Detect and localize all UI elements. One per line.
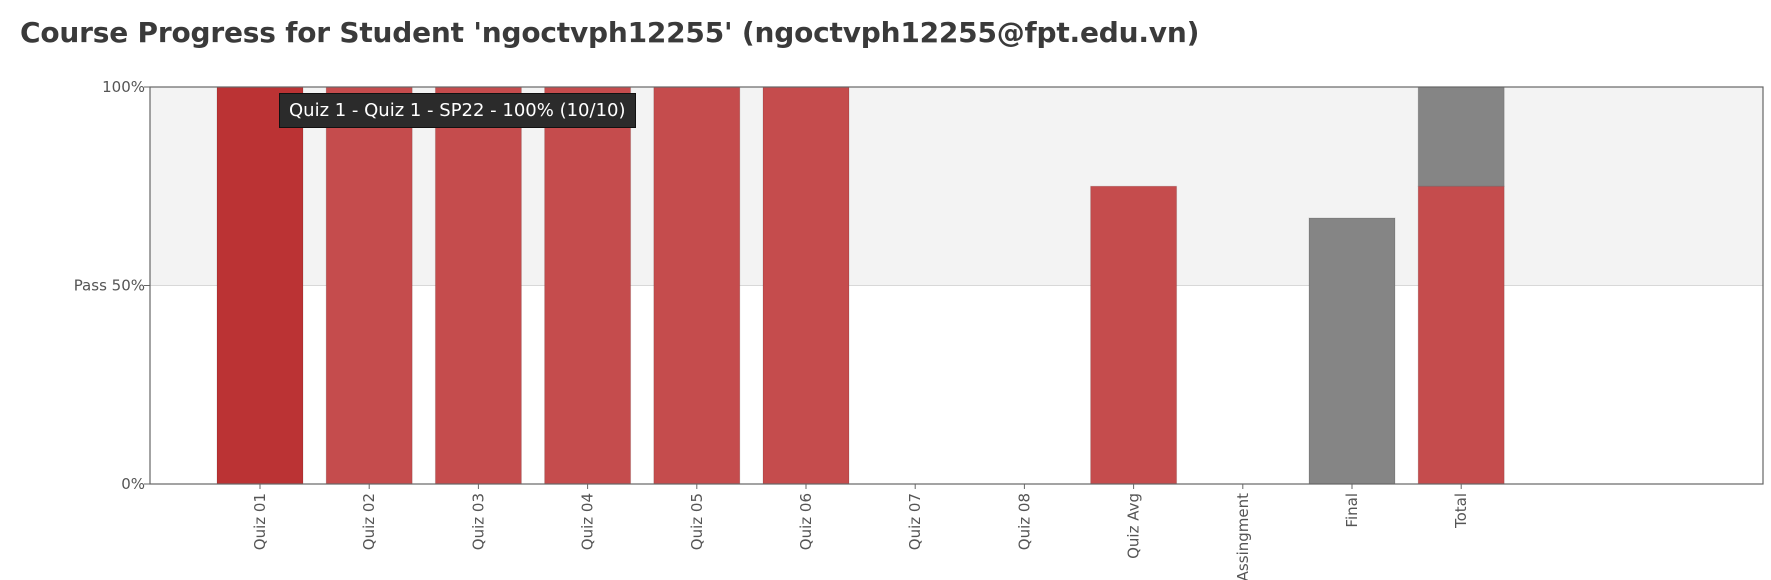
x-tick-label: Quiz 01 [251,493,269,550]
x-tick-label: Quiz Avg [1125,493,1143,559]
x-tick-label: Final [1343,493,1361,528]
bar-quiz-avg-s1[interactable] [1091,186,1177,484]
x-labels-layer: Quiz 01 Quiz 02 Quiz 03 Quiz 04 Quiz 05 Quiz … [251,484,1470,580]
bar-quiz-03-s1[interactable] [435,87,521,484]
x-tick-label: Quiz 02 [360,493,378,550]
bar-total-s1[interactable] [1418,186,1504,484]
x-tick-label: Quiz 05 [688,493,706,550]
x-tick-label: Assingment [1234,493,1252,580]
bar-quiz-01-s1[interactable] [217,87,303,484]
y-tick-label: 100% [102,78,145,96]
x-tick-label: Quiz 03 [469,493,487,550]
bar-quiz-02-s1[interactable] [326,87,412,484]
bar-quiz-04-s1[interactable] [545,87,631,484]
x-tick-label: Total [1452,493,1470,529]
y-tick-label: 0% [121,475,145,493]
bar-quiz-06-s1[interactable] [763,87,849,484]
x-tick-label: Quiz 08 [1015,493,1033,550]
y-ticks-layer: 0% Pass 50% 100% [74,78,150,493]
bar-tooltip: Quiz 1 - Quiz 1 - SP22 - 100% (10/10) [279,93,636,128]
bar-quiz-05-s1[interactable] [654,87,740,484]
y-tick-label: Pass 50% [74,277,145,295]
x-tick-label: Quiz 07 [906,493,924,550]
x-tick-label: Quiz 06 [797,493,815,550]
bar-final-s1[interactable] [1309,218,1395,484]
bar-total-s2[interactable] [1418,87,1504,186]
x-tick-label: Quiz 04 [579,493,597,550]
